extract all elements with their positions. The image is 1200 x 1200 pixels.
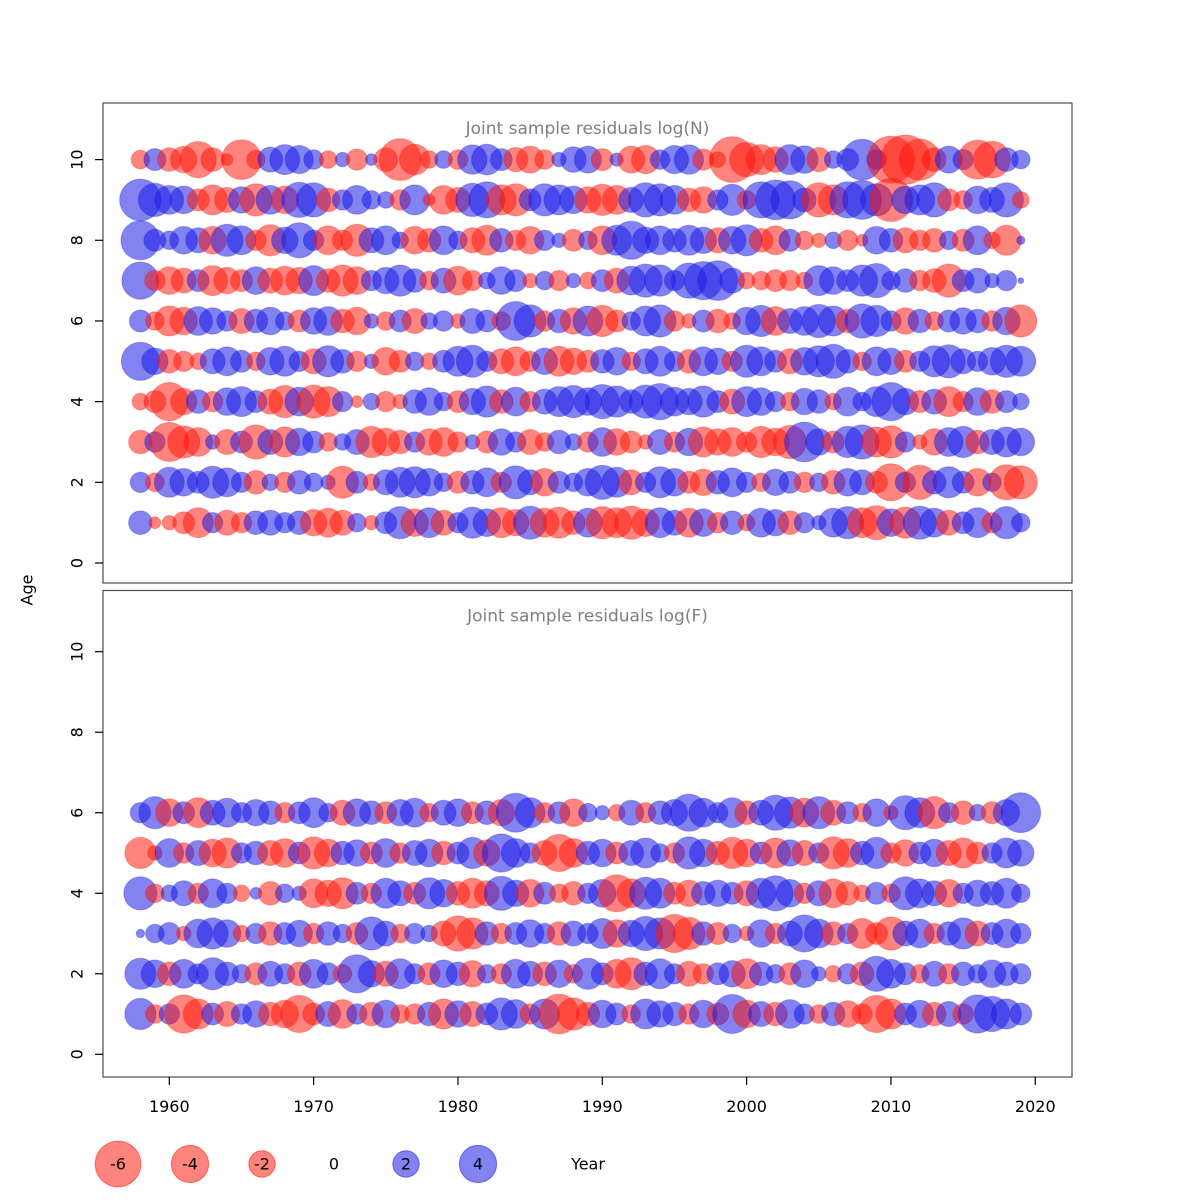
x-axis: 1960 1970 1980 1990 2000 2010 2020 [149, 1077, 1056, 1116]
y-axis-title: Age [18, 575, 37, 606]
y-tick-label: 2 [68, 969, 87, 979]
x-tick-label: 1960 [149, 1097, 190, 1116]
residual-bubble [1016, 235, 1026, 246]
panel-title: Joint sample residuals log(N) [465, 119, 710, 139]
y-tick-label: 0 [68, 1049, 87, 1059]
y-axis: 0 2 4 6 8 10 [68, 642, 103, 1059]
y-tick-label: 2 [68, 477, 87, 487]
residual-bubble [1011, 512, 1031, 533]
residual-bubble [148, 516, 162, 530]
legend-year-label: Year [570, 1155, 605, 1174]
residual-bubble [1012, 392, 1030, 411]
residual-bubble [1010, 922, 1032, 945]
residual-bubble [1009, 1002, 1033, 1026]
y-tick-label: 4 [68, 397, 87, 407]
residual-bubble [1010, 963, 1032, 985]
legend-value-label: -2 [254, 1155, 270, 1174]
residual-bubble [1011, 149, 1031, 170]
panel-logN: Joint sample residuals log(N) 0 2 4 6 8 10 [68, 102, 1073, 584]
x-tick-label: 2000 [726, 1097, 767, 1116]
residual-bubble [811, 232, 827, 249]
legend-value-label: 0 [329, 1155, 339, 1174]
residual-bubble [275, 883, 295, 904]
residual-bubble [318, 150, 338, 169]
residual-bubble [578, 802, 598, 823]
residual-bubble [811, 966, 827, 982]
x-tick-label: 1980 [438, 1097, 479, 1116]
y-tick-label: 10 [68, 642, 87, 662]
x-tick-label: 2010 [871, 1097, 912, 1116]
legend-value-label: -4 [182, 1155, 198, 1174]
legend-value-label: 4 [473, 1155, 483, 1174]
legend-bubble [458, 1144, 498, 1184]
x-tick-label: 1970 [293, 1097, 334, 1116]
residual-bubble [232, 884, 251, 903]
residual-bubble [794, 230, 815, 251]
y-tick-label: 0 [68, 558, 87, 568]
panel-logF: Joint sample residuals log(F) 0 2 4 6 8 10 1960… [68, 589, 1073, 1116]
residual-bubble [345, 148, 368, 171]
residual-bubble [347, 512, 367, 533]
residual-bubble [1004, 304, 1038, 338]
residual-bubble [1017, 277, 1025, 285]
bubbles-layer [123, 792, 1042, 1035]
residual-bubble [565, 272, 582, 289]
residual-bubble [331, 390, 354, 413]
panel-title: Joint sample residuals log(F) [466, 607, 708, 627]
residual-bubble [1006, 427, 1036, 457]
residual-bubble [1003, 465, 1038, 500]
residual-bubble [1007, 839, 1035, 867]
y-tick-label: 10 [68, 149, 87, 169]
legend-bubble [94, 1140, 142, 1188]
y-tick-label: 4 [68, 888, 87, 898]
panel-border [102, 102, 1073, 584]
residual-bubble [1000, 792, 1042, 834]
panel-border [102, 589, 1073, 1078]
residual-bubble [350, 395, 364, 409]
y-axis: 0 2 4 6 8 10 [68, 149, 103, 568]
residual-bubble [135, 928, 146, 939]
residual-bubble [1012, 191, 1030, 209]
residual-bubble [837, 229, 859, 252]
y-tick-label: 8 [68, 727, 87, 737]
residual-bubble [1011, 883, 1031, 904]
size-legend: -6 -4 -2 0 2 4 Year [94, 1140, 605, 1188]
legend-value-label: 2 [401, 1155, 411, 1174]
legend-value-label: -6 [110, 1155, 126, 1174]
residual-bubble [594, 805, 610, 821]
residual-bubble [995, 269, 1018, 292]
legend-bubble [392, 1150, 420, 1178]
residual-bubble [722, 923, 743, 944]
x-tick-label: 1990 [582, 1097, 623, 1116]
residual-bubble [303, 472, 324, 493]
y-tick-label: 6 [68, 808, 87, 818]
legend-bubble [248, 1150, 276, 1178]
x-tick-label: 2020 [1015, 1097, 1056, 1116]
y-tick-label: 6 [68, 316, 87, 326]
y-tick-label: 8 [68, 235, 87, 245]
residual-bubble [1005, 345, 1037, 377]
bubbles-layer [119, 134, 1038, 541]
legend-bubble [170, 1144, 210, 1184]
